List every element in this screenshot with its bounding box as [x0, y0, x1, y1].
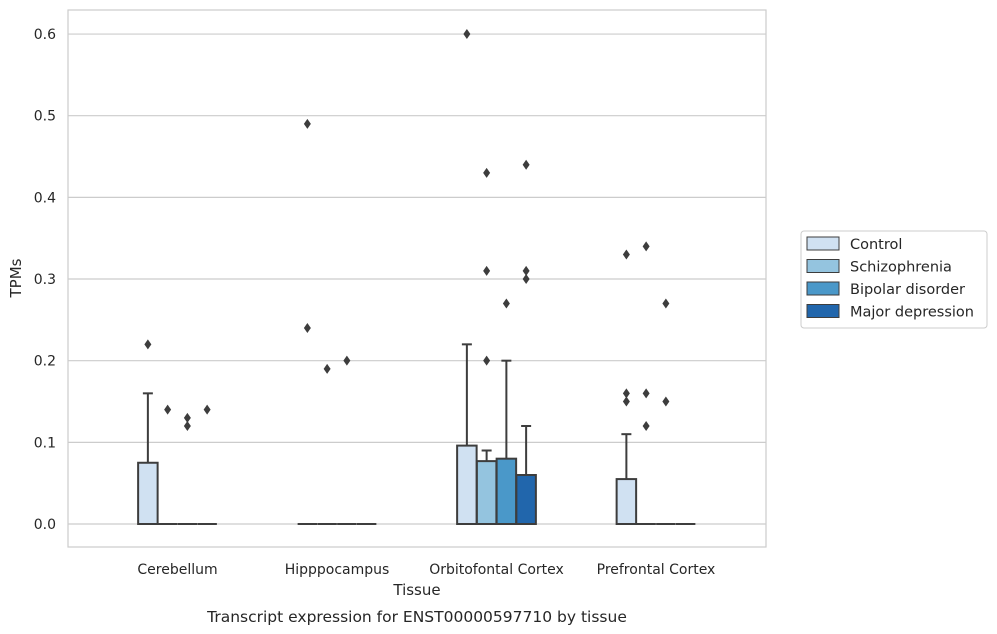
outlier-point — [343, 355, 351, 366]
y-tick-label: 0.2 — [34, 354, 56, 370]
legend-frame — [800, 230, 988, 329]
outlier-point — [483, 167, 491, 178]
outlier-point — [662, 396, 670, 407]
outlier-point — [642, 388, 650, 399]
legend-swatch — [806, 304, 840, 318]
legend-swatch — [806, 259, 840, 273]
plot-boxes — [137, 29, 696, 526]
legend-label: Bipolar disorder — [850, 282, 965, 298]
box — [475, 460, 498, 525]
x-tick-labels: Cerebellum Hipppocampus Orbitofontal Corte… — [137, 562, 715, 578]
outlier-point — [662, 298, 670, 309]
box — [495, 457, 518, 525]
outlier-point — [483, 355, 491, 366]
outlier-point — [183, 421, 191, 432]
legend-swatch — [806, 236, 840, 251]
legend-swatch — [806, 281, 840, 296]
outlier-point — [622, 249, 630, 260]
outlier-point — [642, 421, 650, 432]
outlier-point — [463, 29, 471, 40]
x-tick-label: Prefrontal Cortex — [597, 562, 716, 578]
outlier-point — [164, 404, 172, 415]
x-tick-label: Orbitofontal Cortex — [429, 562, 564, 578]
outlier-point — [622, 396, 630, 407]
y-tick-label: 0.4 — [34, 190, 56, 206]
outlier-point — [203, 404, 211, 415]
y-tick-label: 0.6 — [34, 27, 56, 43]
outlier-point — [522, 159, 530, 170]
outlier-point — [323, 363, 331, 374]
outlier-point — [303, 118, 311, 129]
x-tick-label: Hipppocampus — [285, 562, 390, 578]
box — [615, 478, 638, 526]
legend-label: Major depression — [850, 305, 974, 321]
box — [515, 474, 537, 525]
outlier-point — [622, 388, 630, 399]
outlier-point — [522, 274, 530, 285]
y-tick-label: 0.3 — [34, 272, 56, 288]
y-tick-label: 0.1 — [34, 435, 56, 451]
legend: Control Schizophrenia Bipolar disorder Majo… — [800, 230, 988, 329]
outlier-point — [144, 339, 152, 350]
x-axis-label: Tissue — [392, 581, 440, 599]
x-tick-label: Cerebellum — [137, 562, 217, 578]
outlier-point — [303, 323, 311, 334]
chart-caption: Transcript expression for ENST0000059771… — [206, 608, 627, 626]
outlier-point — [483, 265, 491, 276]
y-tick-labels: 0.0 0.1 0.2 0.3 0.4 0.5 0.6 — [34, 27, 56, 533]
outlier-point — [522, 265, 530, 276]
gridlines — [68, 33, 766, 525]
y-tick-label: 0.5 — [34, 109, 56, 125]
outlier-point — [502, 298, 510, 309]
legend-label: Schizophrenia — [850, 260, 952, 276]
y-axis-label: TPMs — [7, 258, 25, 298]
y-tick-label: 0.0 — [34, 517, 56, 533]
legend-label: Control — [850, 237, 902, 253]
plot-frame — [67, 9, 767, 548]
box — [456, 444, 478, 526]
box — [137, 461, 159, 526]
outlier-point — [183, 412, 191, 423]
outlier-point — [642, 241, 650, 252]
